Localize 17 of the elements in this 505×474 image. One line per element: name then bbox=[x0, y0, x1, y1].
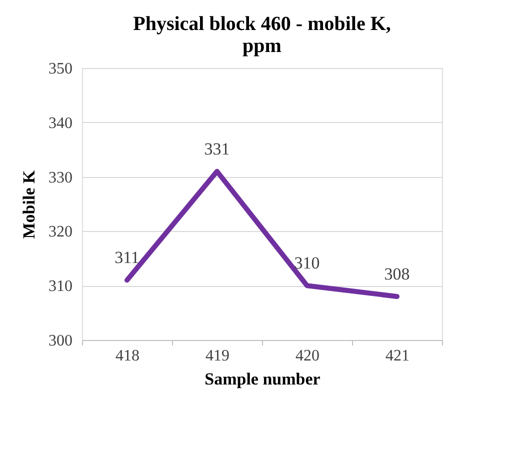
y-axis-title: Mobile K bbox=[20, 169, 38, 239]
x-axis-title: Sample number bbox=[204, 370, 321, 388]
data-label: 310 bbox=[294, 254, 320, 273]
y-tick-label: 310 bbox=[48, 278, 72, 296]
x-tick-label: 419 bbox=[206, 348, 230, 364]
x-tick-label: 420 bbox=[296, 348, 320, 364]
y-tick-label: 340 bbox=[48, 114, 72, 132]
y-tick-label: 330 bbox=[48, 169, 72, 186]
x-tick-label: 421 bbox=[386, 348, 410, 364]
data-label: 311 bbox=[114, 248, 140, 268]
y-tick-label: 300 bbox=[48, 332, 72, 350]
y-tick-label: 320 bbox=[48, 224, 72, 241]
x-tick-label: 418 bbox=[116, 348, 140, 364]
y-tick-label: 350 bbox=[48, 60, 72, 78]
chart-title: Physical block 460 - mobile K, ppm bbox=[133, 13, 391, 57]
data-label: 331 bbox=[204, 139, 230, 158]
data-label: 308 bbox=[384, 264, 410, 284]
